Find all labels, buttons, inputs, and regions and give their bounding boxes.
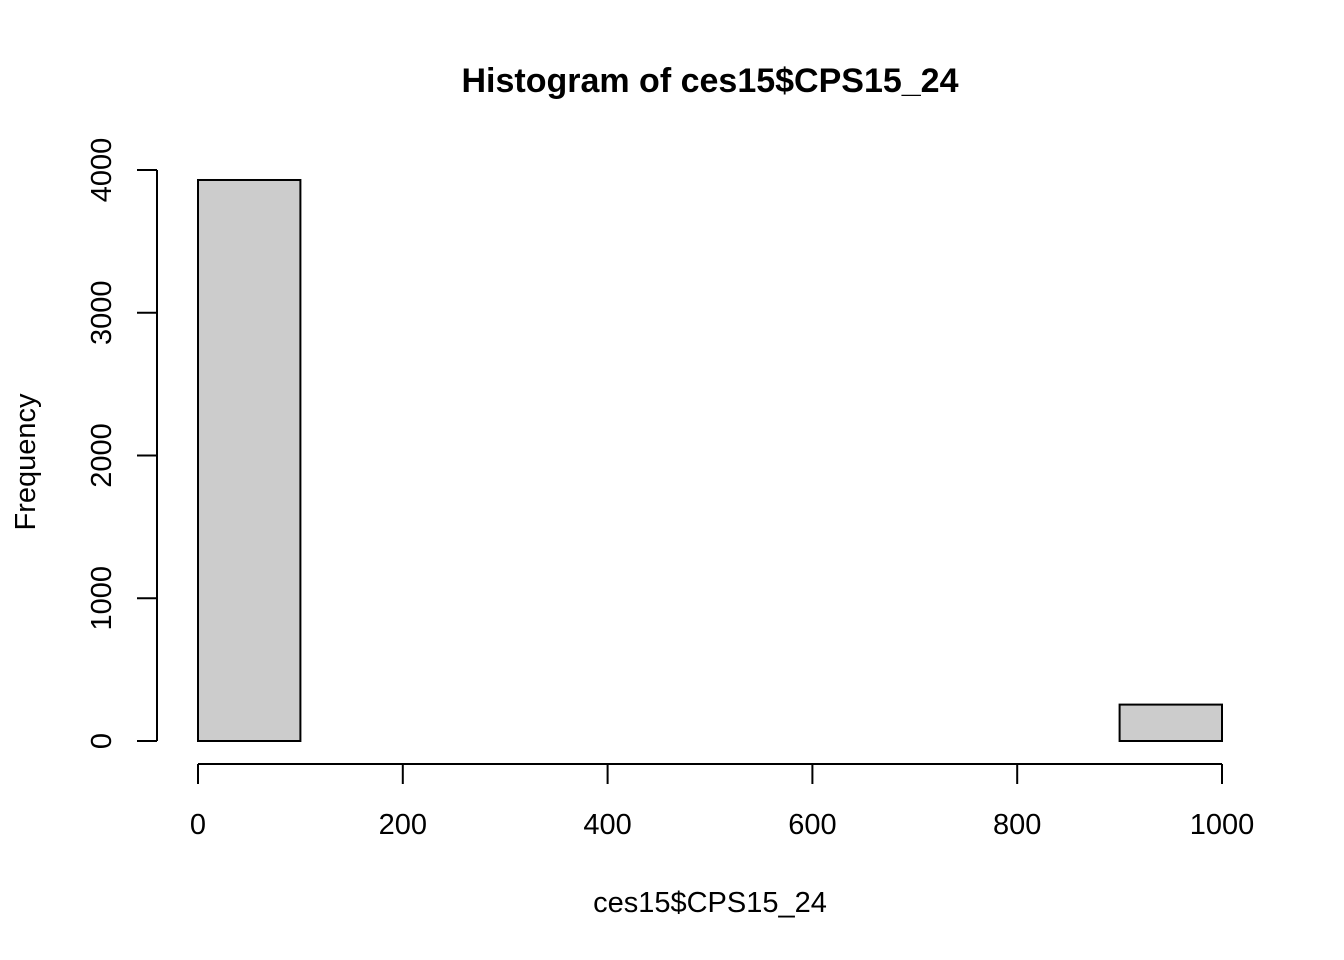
x-tick-label: 800 <box>993 809 1041 841</box>
x-tick-label: 400 <box>583 809 631 841</box>
histogram-bar <box>197 178 302 742</box>
bars-group <box>197 178 1223 743</box>
y-tick-label: 1000 <box>86 566 118 631</box>
x-tick-label: 0 <box>190 809 206 841</box>
x-tick-label: 200 <box>379 809 427 841</box>
y-tick-label: 0 <box>86 733 118 749</box>
y-axis: 0 1000 2000 3000 4000 <box>86 138 158 749</box>
chart-title: Histogram of ces15$CPS15_24 <box>461 62 958 100</box>
y-tick-label: 4000 <box>86 138 118 203</box>
y-tick-label: 2000 <box>86 423 118 488</box>
x-axis: 0 200 400 600 800 1000 <box>190 763 1255 841</box>
x-tick-label: 1000 <box>1190 809 1255 841</box>
x-tick-label: 600 <box>788 809 836 841</box>
histogram-bar <box>1118 703 1223 743</box>
y-axis-label: Frequency <box>10 393 42 531</box>
y-tick-label: 3000 <box>86 280 118 345</box>
x-axis-label: ces15$CPS15_24 <box>593 887 827 919</box>
